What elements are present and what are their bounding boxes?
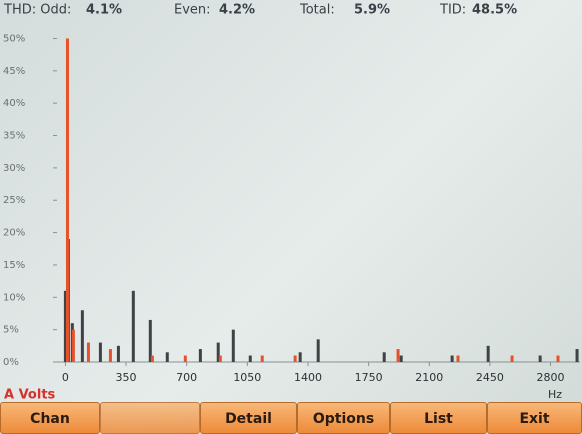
y-tick-label: 40% xyxy=(3,98,25,109)
thd-odd-label: THD: Odd: xyxy=(3,3,71,18)
bar xyxy=(249,356,252,362)
thd-odd-value: 4.1% xyxy=(86,3,122,18)
y-tick-label: 50% xyxy=(3,33,25,44)
y-tick-label: 5% xyxy=(3,325,19,336)
bar xyxy=(294,356,297,362)
x-tick-label: 0 xyxy=(62,371,69,384)
bar xyxy=(383,352,386,362)
bar xyxy=(511,356,514,362)
bar xyxy=(451,356,454,362)
y-axis-label: A Volts xyxy=(4,388,56,403)
x-axis-label: Hz xyxy=(548,388,562,401)
exit-button[interactable]: Exit xyxy=(487,402,582,434)
bar xyxy=(219,356,222,362)
chan-button[interactable]: Chan xyxy=(0,402,100,434)
x-tick-label: 350 xyxy=(116,371,137,384)
chart: THD: Odd: 4.1% Even: 4.2% Total: 5.9% TI… xyxy=(0,0,582,402)
y-tick-label: 10% xyxy=(3,292,25,303)
bar xyxy=(400,356,403,362)
y-tick-label: 20% xyxy=(3,228,25,239)
bar xyxy=(72,330,75,362)
x-tick-label: 2800 xyxy=(537,371,565,384)
list-button[interactable]: List xyxy=(390,402,487,434)
tid-label: TID: xyxy=(439,3,466,18)
total-value: 5.9% xyxy=(354,3,390,18)
y-tick-label: 25% xyxy=(3,195,25,206)
bar xyxy=(166,352,169,362)
bar xyxy=(317,339,320,362)
even-label: Even: xyxy=(174,3,211,18)
detail-button[interactable]: Detail xyxy=(200,402,297,434)
bar xyxy=(199,349,202,362)
x-tick-label: 700 xyxy=(176,371,197,384)
tid-value: 48.5% xyxy=(472,3,517,18)
screen: THD: Odd: 4.1% Even: 4.2% Total: 5.9% TI… xyxy=(0,0,582,434)
even-value: 4.2% xyxy=(219,3,255,18)
x-tick-label: 1400 xyxy=(294,371,322,384)
bar xyxy=(109,349,112,362)
x-tick-label: 2450 xyxy=(476,371,504,384)
blank-button[interactable] xyxy=(100,402,200,434)
bar xyxy=(539,356,542,362)
bar xyxy=(132,291,135,362)
bar xyxy=(232,330,235,362)
bar xyxy=(87,343,90,362)
bar xyxy=(66,38,69,362)
x-tick-label: 1050 xyxy=(233,371,261,384)
total-label: Total: xyxy=(299,3,335,18)
bar xyxy=(261,356,264,362)
y-tick-label: 45% xyxy=(3,66,25,77)
x-tick-label: 1750 xyxy=(355,371,383,384)
bar xyxy=(99,343,102,362)
y-tick-label: 0% xyxy=(3,357,19,368)
bar xyxy=(184,356,187,362)
options-button[interactable]: Options xyxy=(297,402,390,434)
bar xyxy=(117,346,120,362)
bar xyxy=(299,352,302,362)
y-tick-label: 35% xyxy=(3,131,25,142)
bar xyxy=(151,356,154,362)
bar xyxy=(457,356,460,362)
y-tick-label: 15% xyxy=(3,260,25,271)
bar xyxy=(397,349,400,362)
bar xyxy=(576,349,579,362)
bar xyxy=(81,310,84,362)
bar xyxy=(556,356,559,362)
x-tick-label: 2100 xyxy=(415,371,443,384)
bar xyxy=(487,346,490,362)
y-tick-label: 30% xyxy=(3,163,25,174)
